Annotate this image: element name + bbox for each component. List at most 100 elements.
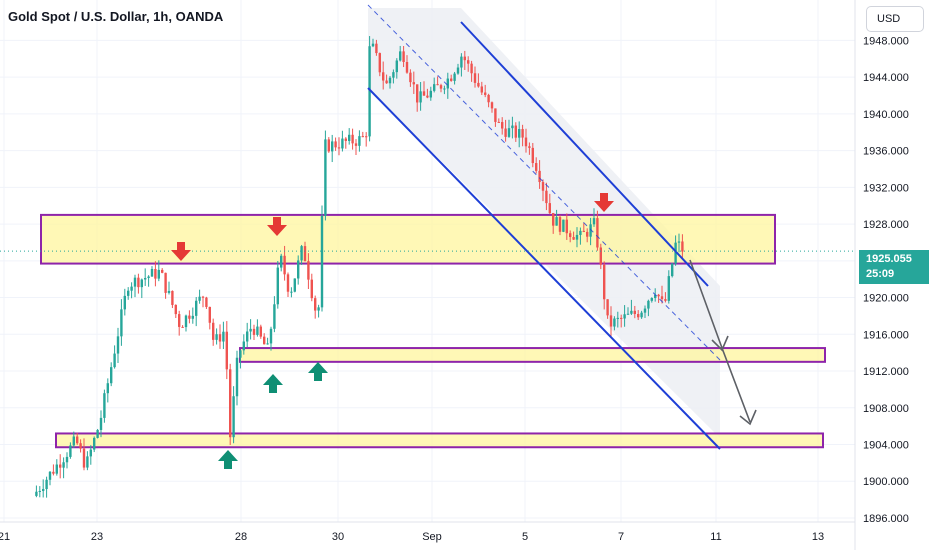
candle (623, 305, 626, 327)
candle (439, 83, 443, 93)
candle (191, 307, 194, 324)
candle (535, 157, 538, 174)
candle (596, 210, 599, 251)
candle (545, 182, 548, 211)
candle (235, 350, 239, 406)
candle (630, 299, 633, 316)
candle-body (167, 290, 171, 293)
candle-body (113, 353, 116, 368)
candle-body (569, 233, 572, 238)
candle-body (589, 224, 592, 237)
projection-arrowhead-1 (711, 335, 729, 352)
candle-body (273, 304, 276, 329)
candle (229, 363, 232, 445)
candle-body (269, 328, 273, 344)
candle-body (467, 60, 470, 64)
candle (429, 86, 432, 101)
candle-body (178, 314, 181, 327)
candle-body (514, 125, 517, 138)
candle (76, 432, 79, 445)
candle-body (280, 255, 283, 268)
candle (35, 485, 38, 498)
candle-body (324, 139, 327, 216)
candle-body (552, 213, 555, 226)
candle (351, 128, 354, 150)
candle-body (674, 242, 677, 264)
candle-body (344, 138, 347, 141)
candle-body (93, 437, 96, 450)
candle-body (99, 417, 103, 430)
candle-body (609, 315, 613, 327)
candle-body (35, 491, 38, 496)
candle (127, 287, 130, 300)
candle-body (123, 295, 126, 310)
candle-body (555, 217, 558, 226)
x-tick-label: 7 (618, 531, 624, 543)
candle-body (38, 490, 41, 492)
candle-body (548, 203, 551, 214)
candle (490, 101, 494, 113)
candle (664, 292, 667, 303)
y-tick-label: 1932.000 (863, 182, 909, 194)
candle (558, 215, 562, 236)
candle (110, 362, 113, 387)
candle-body (174, 304, 177, 315)
candle (385, 74, 388, 84)
bar-countdown: 25:09 (866, 268, 895, 280)
candle-body (439, 85, 443, 89)
candle-body (657, 294, 660, 297)
candle-body (378, 53, 381, 73)
resistance-touch-2 (267, 217, 287, 236)
candle (456, 63, 460, 75)
y-tick-label: 1928.000 (863, 219, 909, 231)
candle-body (426, 95, 429, 98)
candle (59, 454, 62, 479)
candle (518, 121, 521, 148)
candle (249, 319, 252, 340)
candle-body (490, 102, 494, 109)
candle-body (558, 217, 562, 232)
candle (487, 93, 490, 108)
candle-body (341, 138, 344, 149)
candle-body (147, 276, 150, 279)
candle-body (184, 315, 188, 328)
candle (103, 389, 106, 423)
candle-body (501, 122, 504, 129)
candle (681, 234, 684, 258)
candle-body (116, 336, 120, 354)
candle (290, 287, 293, 298)
candle (150, 266, 154, 277)
candle-body (412, 82, 415, 85)
candle (62, 457, 65, 479)
currency-selector-button[interactable]: USD (866, 6, 924, 32)
candle (548, 193, 551, 215)
candle-body (429, 90, 432, 98)
candle-body (446, 78, 449, 89)
candle (52, 464, 55, 476)
candle (45, 476, 48, 498)
candle-body (130, 286, 133, 291)
candle (89, 445, 92, 465)
candle (327, 137, 330, 153)
candle (433, 77, 436, 93)
candle-body (222, 331, 225, 342)
candle (198, 289, 201, 304)
support-zone-1 (239, 347, 826, 363)
candle (361, 131, 364, 138)
candle (239, 349, 242, 369)
candle-body (137, 277, 140, 288)
candle-body (637, 314, 640, 318)
candle (446, 72, 449, 99)
candle (671, 262, 674, 278)
candle (181, 325, 184, 328)
candle-body (395, 60, 398, 73)
candle-body (596, 218, 599, 248)
candle (497, 118, 500, 123)
candle-body (470, 63, 473, 74)
candle (572, 231, 575, 240)
last-price: 1925.055 (866, 253, 912, 265)
candle-body (361, 136, 364, 138)
candle (82, 438, 86, 471)
candle-body (106, 383, 109, 394)
